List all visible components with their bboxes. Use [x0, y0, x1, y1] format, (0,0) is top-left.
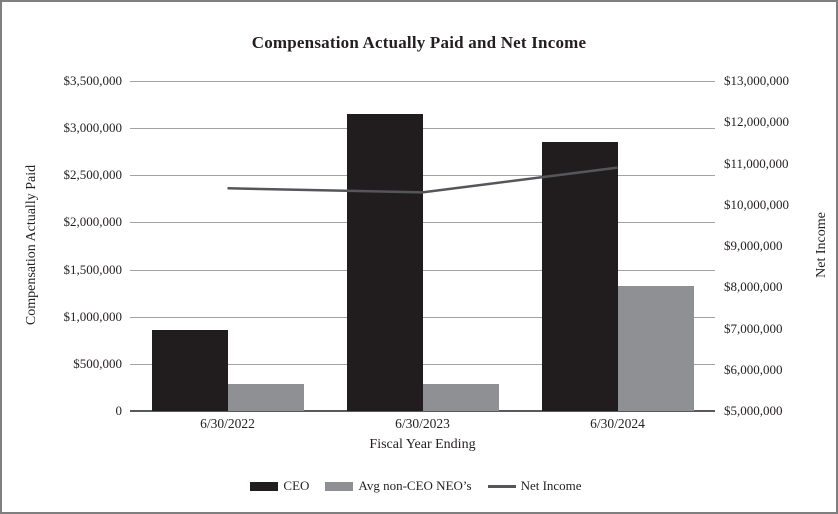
gridline [130, 81, 715, 82]
gridline [130, 128, 715, 130]
legend-item-avg-non-ceo-neos: Avg non-CEO NEO’s [325, 478, 472, 494]
right-axis-tick-label: $13,000,000 [724, 73, 789, 88]
legend-label-avg-non-ceo-neos: Avg non-CEO NEO’s [358, 478, 472, 493]
legend-item-net-income: Net Income [487, 478, 582, 494]
net-income-line [227, 166, 618, 194]
left-axis-tick-label: 0 [115, 403, 123, 418]
bar-ceo-2024 [541, 142, 618, 411]
net-income-line-swatch-icon [487, 484, 516, 488]
x-axis-line [130, 410, 715, 412]
gridline [130, 363, 715, 365]
left-axis-tick-label: $1,500,000 [63, 261, 123, 277]
left-axis-tick-label: $2,500,000 [63, 167, 123, 183]
x-axis-category-label: 6/30/2024 [590, 416, 645, 431]
gridline [130, 222, 715, 224]
bar-ceo-2022 [151, 329, 228, 411]
gridline [130, 175, 715, 177]
right-axis-tick-label: $8,000,000 [724, 279, 783, 295]
left-axis-tick-label: $500,000 [73, 355, 122, 371]
ceo-swatch-icon [250, 481, 279, 491]
left-axis-title: Compensation Actually Paid [24, 164, 39, 326]
right-axis-tick-label: $11,000,000 [724, 155, 789, 171]
left-axis-tick-label: $3,000,000 [63, 120, 123, 136]
bar-avg-non-ceo-neos-2023 [422, 384, 499, 411]
legend-item-ceo: CEO [250, 478, 309, 494]
x-axis-category-label: 6/30/2022 [200, 416, 255, 431]
right-axis-tick-label: $12,000,000 [724, 114, 789, 130]
gridline [130, 316, 715, 318]
right-axis-tick-label: $7,000,000 [724, 320, 783, 336]
right-axis-tick-label: $6,000,000 [724, 361, 783, 377]
legend-label-ceo: CEO [283, 478, 310, 493]
legend-label-net-income: Net Income [520, 478, 582, 493]
net-income-line-layer [227, 166, 618, 194]
bar-avg-non-ceo-neos-2022 [227, 384, 304, 411]
right-axis-tick-label: $10,000,000 [724, 196, 789, 212]
plot-area [130, 81, 715, 412]
left-axis-tick-label: $1,000,000 [63, 308, 123, 324]
chart-title: Compensation Actually Paid and Net Incom… [251, 33, 587, 52]
x-axis-title: Fiscal Year Ending [369, 437, 476, 452]
right-axis-title: Net Income [814, 212, 829, 278]
left-axis-tick-label: $2,000,000 [63, 214, 123, 230]
gridline [130, 269, 715, 271]
x-axis-category-label: 6/30/2023 [395, 416, 450, 431]
avg-non-ceo-neos-swatch-icon [325, 481, 354, 491]
right-axis-tick-label: $9,000,000 [724, 238, 783, 253]
bar-avg-non-ceo-neos-2024 [617, 285, 694, 411]
right-axis-tick-label: $5,000,000 [724, 403, 783, 418]
bar-ceo-2023 [346, 114, 423, 411]
left-axis-tick-label: $3,500,000 [63, 73, 123, 88]
legend: CEO Avg non-CEO NEO’s Net Income [2, 478, 830, 494]
